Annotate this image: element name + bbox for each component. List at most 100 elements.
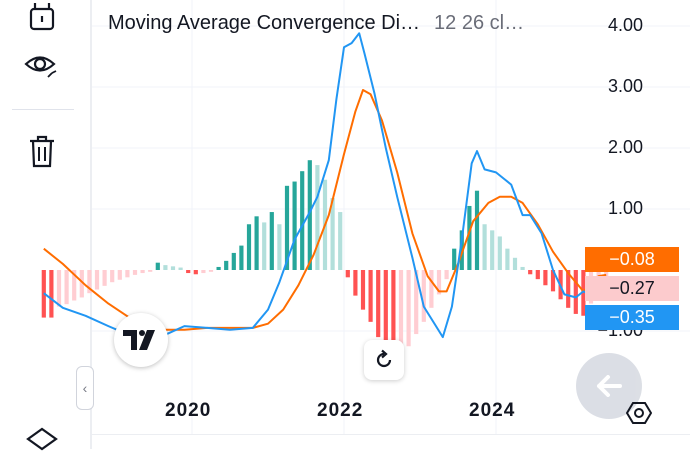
histogram-bar xyxy=(315,165,320,270)
drawing-toolbar xyxy=(0,0,90,451)
histogram-bar xyxy=(512,257,518,270)
histogram-bar xyxy=(338,212,343,270)
histogram-bar xyxy=(79,270,84,298)
y-tick-label: 1.00 xyxy=(607,198,643,218)
histogram-bar xyxy=(239,245,244,270)
histogram-bar xyxy=(49,270,54,318)
toolbar-divider xyxy=(12,109,74,110)
histogram-bar xyxy=(497,236,502,270)
histogram-bar xyxy=(550,270,556,292)
histogram-bar xyxy=(292,181,297,270)
histogram-bar xyxy=(163,265,168,270)
macd-chart[interactable] xyxy=(0,0,690,449)
indicator-params: 12 26 cl… xyxy=(434,12,525,34)
histogram-bar xyxy=(87,270,92,294)
macd-series xyxy=(43,32,607,340)
value-badge: −0.08 xyxy=(585,247,679,272)
histogram-bar xyxy=(398,270,404,353)
x-tick-label: 2022 xyxy=(317,400,364,421)
indicator-title: Moving Average Convergence Di… xyxy=(108,12,421,34)
histogram-bar xyxy=(482,224,487,270)
x-tick-label: 2024 xyxy=(469,400,516,421)
histogram-bar xyxy=(117,270,122,280)
arrow-left-icon xyxy=(597,375,622,397)
histogram-bar xyxy=(178,267,183,270)
histogram-bar xyxy=(581,270,586,316)
macd-line xyxy=(43,32,607,340)
signal-series xyxy=(43,89,607,331)
histogram-bar xyxy=(269,212,274,270)
histogram-bar xyxy=(330,198,335,270)
reset-chart-button[interactable] xyxy=(364,340,404,380)
lock-icon[interactable] xyxy=(20,0,64,40)
tradingview-logo-icon xyxy=(123,330,155,350)
histogram-bar xyxy=(528,270,533,275)
histogram-bar xyxy=(566,270,571,308)
histogram-bar xyxy=(300,171,305,270)
histogram-bar xyxy=(140,270,145,274)
histogram-bar xyxy=(201,270,206,274)
histogram-bar xyxy=(64,270,69,305)
histogram-bar xyxy=(216,266,221,270)
histogram-bar xyxy=(436,270,442,295)
histogram-bar xyxy=(376,270,381,338)
histogram-bar xyxy=(421,270,426,322)
chevron-left-icon: ‹ xyxy=(82,380,88,396)
histogram-bar xyxy=(307,160,312,270)
time-axis-separator xyxy=(92,434,690,435)
value-badge: −0.27 xyxy=(585,276,679,301)
histogram-bar xyxy=(170,266,176,270)
histogram-bar xyxy=(391,270,396,355)
histogram-bar xyxy=(224,260,229,270)
histogram-bar xyxy=(262,222,267,270)
axis-settings-button[interactable] xyxy=(624,400,654,426)
histogram-bar xyxy=(72,270,77,301)
histogram-bar xyxy=(505,248,510,270)
histogram-bar xyxy=(444,270,449,280)
histogram-bar xyxy=(193,270,198,275)
grid-lines xyxy=(92,0,690,434)
histogram-bar xyxy=(535,270,540,280)
histogram-bar xyxy=(94,270,100,290)
histogram-bar xyxy=(102,270,107,286)
histogram-bar xyxy=(231,252,236,270)
y-tick-label: 3.00 xyxy=(607,76,643,96)
histogram-bar xyxy=(520,266,525,270)
histogram-bar xyxy=(353,270,358,296)
signal-line xyxy=(43,89,607,331)
histogram-bar xyxy=(132,270,138,275)
settings-icon xyxy=(626,402,652,424)
histogram-bar xyxy=(254,216,259,270)
histogram-bar xyxy=(573,270,578,314)
trash-icon[interactable] xyxy=(20,132,64,172)
histogram-bar xyxy=(360,270,366,310)
eye-icon[interactable] xyxy=(20,45,64,85)
histogram-bar xyxy=(56,270,62,307)
value-badge: −0.35 xyxy=(585,305,679,330)
histogram-bar xyxy=(368,270,373,322)
x-tick-label: 2020 xyxy=(165,400,212,421)
y-tick-label: 2.00 xyxy=(607,137,643,157)
collapse-handle[interactable]: ‹ xyxy=(76,366,94,410)
histogram-bar xyxy=(406,270,411,347)
histogram-bar xyxy=(246,224,252,270)
indicator-legend[interactable]: Moving Average Convergence Di… 12 26 cl… xyxy=(108,12,524,35)
histogram-bar xyxy=(474,190,480,270)
histogram-bar xyxy=(414,270,419,335)
histogram-bar xyxy=(429,270,434,308)
histogram-bar xyxy=(490,230,495,270)
histogram-bar xyxy=(208,270,214,272)
histogram-bar xyxy=(467,205,472,270)
histogram-bar xyxy=(543,270,548,286)
tradingview-logo[interactable] xyxy=(114,313,168,367)
histogram-bar xyxy=(452,248,457,270)
histogram-bar xyxy=(186,270,191,274)
y-tick-label: 4.00 xyxy=(607,15,643,35)
histogram-bar xyxy=(155,262,160,270)
histogram-bar xyxy=(148,270,153,272)
layers-icon[interactable] xyxy=(20,420,64,460)
histogram-bar xyxy=(459,230,464,270)
histogram-bar xyxy=(125,270,130,278)
histogram-bar xyxy=(383,270,388,351)
histogram-bar xyxy=(284,185,290,270)
